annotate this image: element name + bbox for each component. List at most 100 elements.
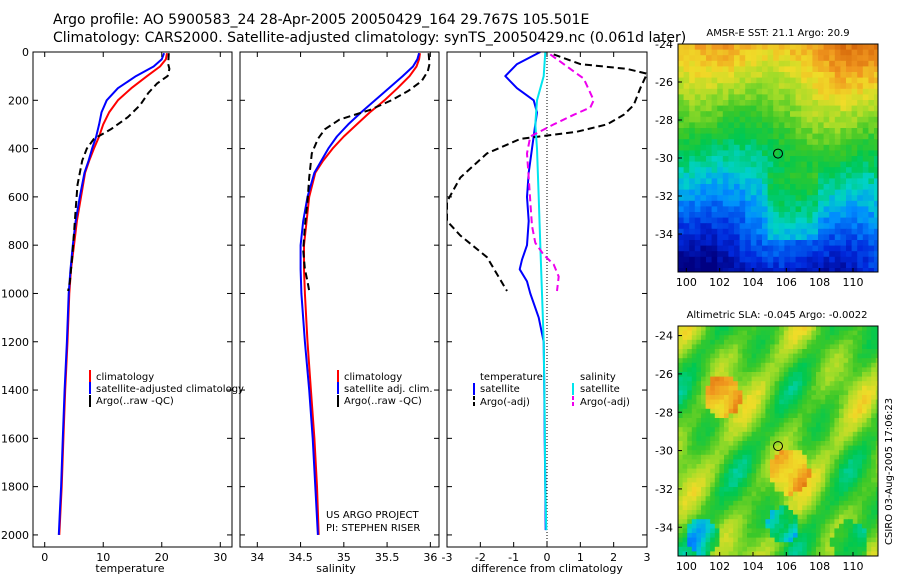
heatmap-cell [689, 256, 696, 263]
heatmap-cell [783, 413, 789, 419]
heatmap-cell [739, 72, 746, 79]
heatmap-cell [694, 256, 701, 263]
heatmap-cell [700, 200, 707, 207]
heatmap-cell [765, 330, 771, 336]
heatmap-cell [857, 505, 863, 511]
heatmap-cell [834, 128, 841, 135]
heatmap-cell [745, 55, 752, 62]
heatmap-cell [774, 487, 780, 493]
heatmap-cell [734, 251, 741, 258]
heatmap-cell [868, 49, 875, 56]
heatmap-cell [829, 172, 836, 179]
heatmap-cell [801, 189, 808, 196]
heatmap-cell [682, 399, 688, 405]
heatmap-cell [806, 234, 813, 241]
heatmap-cell [801, 55, 808, 62]
heatmap-cell [823, 111, 830, 118]
heatmap-cell [846, 83, 853, 90]
heatmap-cell [734, 167, 741, 174]
heatmap-cell [728, 139, 735, 146]
heatmap-cell [784, 268, 791, 272]
heatmap-cell [728, 519, 734, 525]
heatmap-cell [756, 251, 763, 258]
heatmap-cell [806, 330, 812, 336]
heatmap-cell [737, 473, 743, 479]
heatmap-cell [724, 385, 730, 391]
heatmap-cell [834, 408, 840, 414]
heatmap-cell [818, 72, 825, 79]
heatmap-cell [834, 542, 840, 548]
heatmap-cell [722, 240, 729, 247]
heatmap-cell [682, 418, 688, 424]
heatmap-cell [823, 83, 830, 90]
heatmap-cell [783, 422, 789, 428]
heatmap-cell [818, 60, 825, 67]
heatmap-cell [806, 200, 813, 207]
heatmap-cell [834, 528, 840, 534]
heatmap-cell [689, 223, 696, 230]
heatmap-cell [687, 335, 693, 341]
heatmap-cell [687, 404, 693, 410]
heatmap-cell [868, 228, 875, 235]
heatmap-cell [779, 353, 785, 359]
heatmap-cell [806, 362, 812, 368]
heatmap-cell [683, 245, 690, 252]
heatmap-cell [866, 528, 872, 534]
heatmap-cell [706, 195, 713, 202]
heatmap-cell [722, 60, 729, 67]
heatmap-cell [793, 546, 799, 552]
heatmap-cell [747, 519, 753, 525]
heatmap-cell [857, 44, 864, 51]
heatmap-cell [829, 60, 836, 67]
heatmap-cell [722, 44, 729, 51]
heatmap-cell [691, 510, 697, 516]
heatmap-cell [719, 523, 725, 529]
heatmap-cell [871, 326, 877, 332]
heatmap-cell [862, 482, 868, 488]
heatmap-cell [696, 445, 702, 451]
heatmap-cell [750, 268, 757, 272]
heatmap-cell [866, 454, 872, 460]
heatmap-cell [747, 427, 753, 433]
heatmap-cell [784, 116, 791, 123]
heatmap-cell [875, 344, 878, 350]
heatmap-cell [797, 551, 803, 556]
heatmap-cell [834, 491, 840, 497]
heatmap-cell [691, 385, 697, 391]
heatmap-cell [802, 468, 808, 474]
heatmap-cell [696, 537, 702, 543]
heatmap-cell [701, 376, 707, 382]
heatmap-cell [851, 49, 858, 56]
heatmap-cell [818, 167, 825, 174]
heatmap-cell [765, 367, 771, 373]
heatmap-cell [687, 353, 693, 359]
heatmap-cell [689, 167, 696, 174]
heatmap-cell [737, 537, 743, 543]
heatmap-cell [788, 445, 794, 451]
heatmap-cell [687, 390, 693, 396]
heatmap-cell [801, 88, 808, 95]
heatmap-cell [801, 178, 808, 185]
heatmap-cell [848, 510, 854, 516]
heatmap-cell [816, 514, 822, 520]
heatmap-cell [797, 477, 803, 483]
heatmap-cell [783, 546, 789, 552]
heatmap-cell [823, 139, 830, 146]
heatmap-cell [691, 528, 697, 534]
heatmap-cell [823, 49, 830, 56]
heatmap-cell [778, 245, 785, 252]
heatmap-cell [816, 390, 822, 396]
heatmap-cell [829, 454, 835, 460]
heatmap-cell [784, 55, 791, 62]
x-tick-label: 35 [337, 551, 351, 564]
heatmap-cell [862, 189, 869, 196]
heatmap-cell [846, 77, 853, 84]
heatmap-cell [843, 477, 849, 483]
heatmap-cell [875, 464, 878, 470]
heatmap-cell [691, 473, 697, 479]
heatmap-cell [862, 200, 869, 207]
heatmap-cell [710, 500, 716, 506]
heatmap-cell [700, 184, 707, 191]
heatmap-cell [728, 399, 734, 405]
heatmap-cell [818, 178, 825, 185]
